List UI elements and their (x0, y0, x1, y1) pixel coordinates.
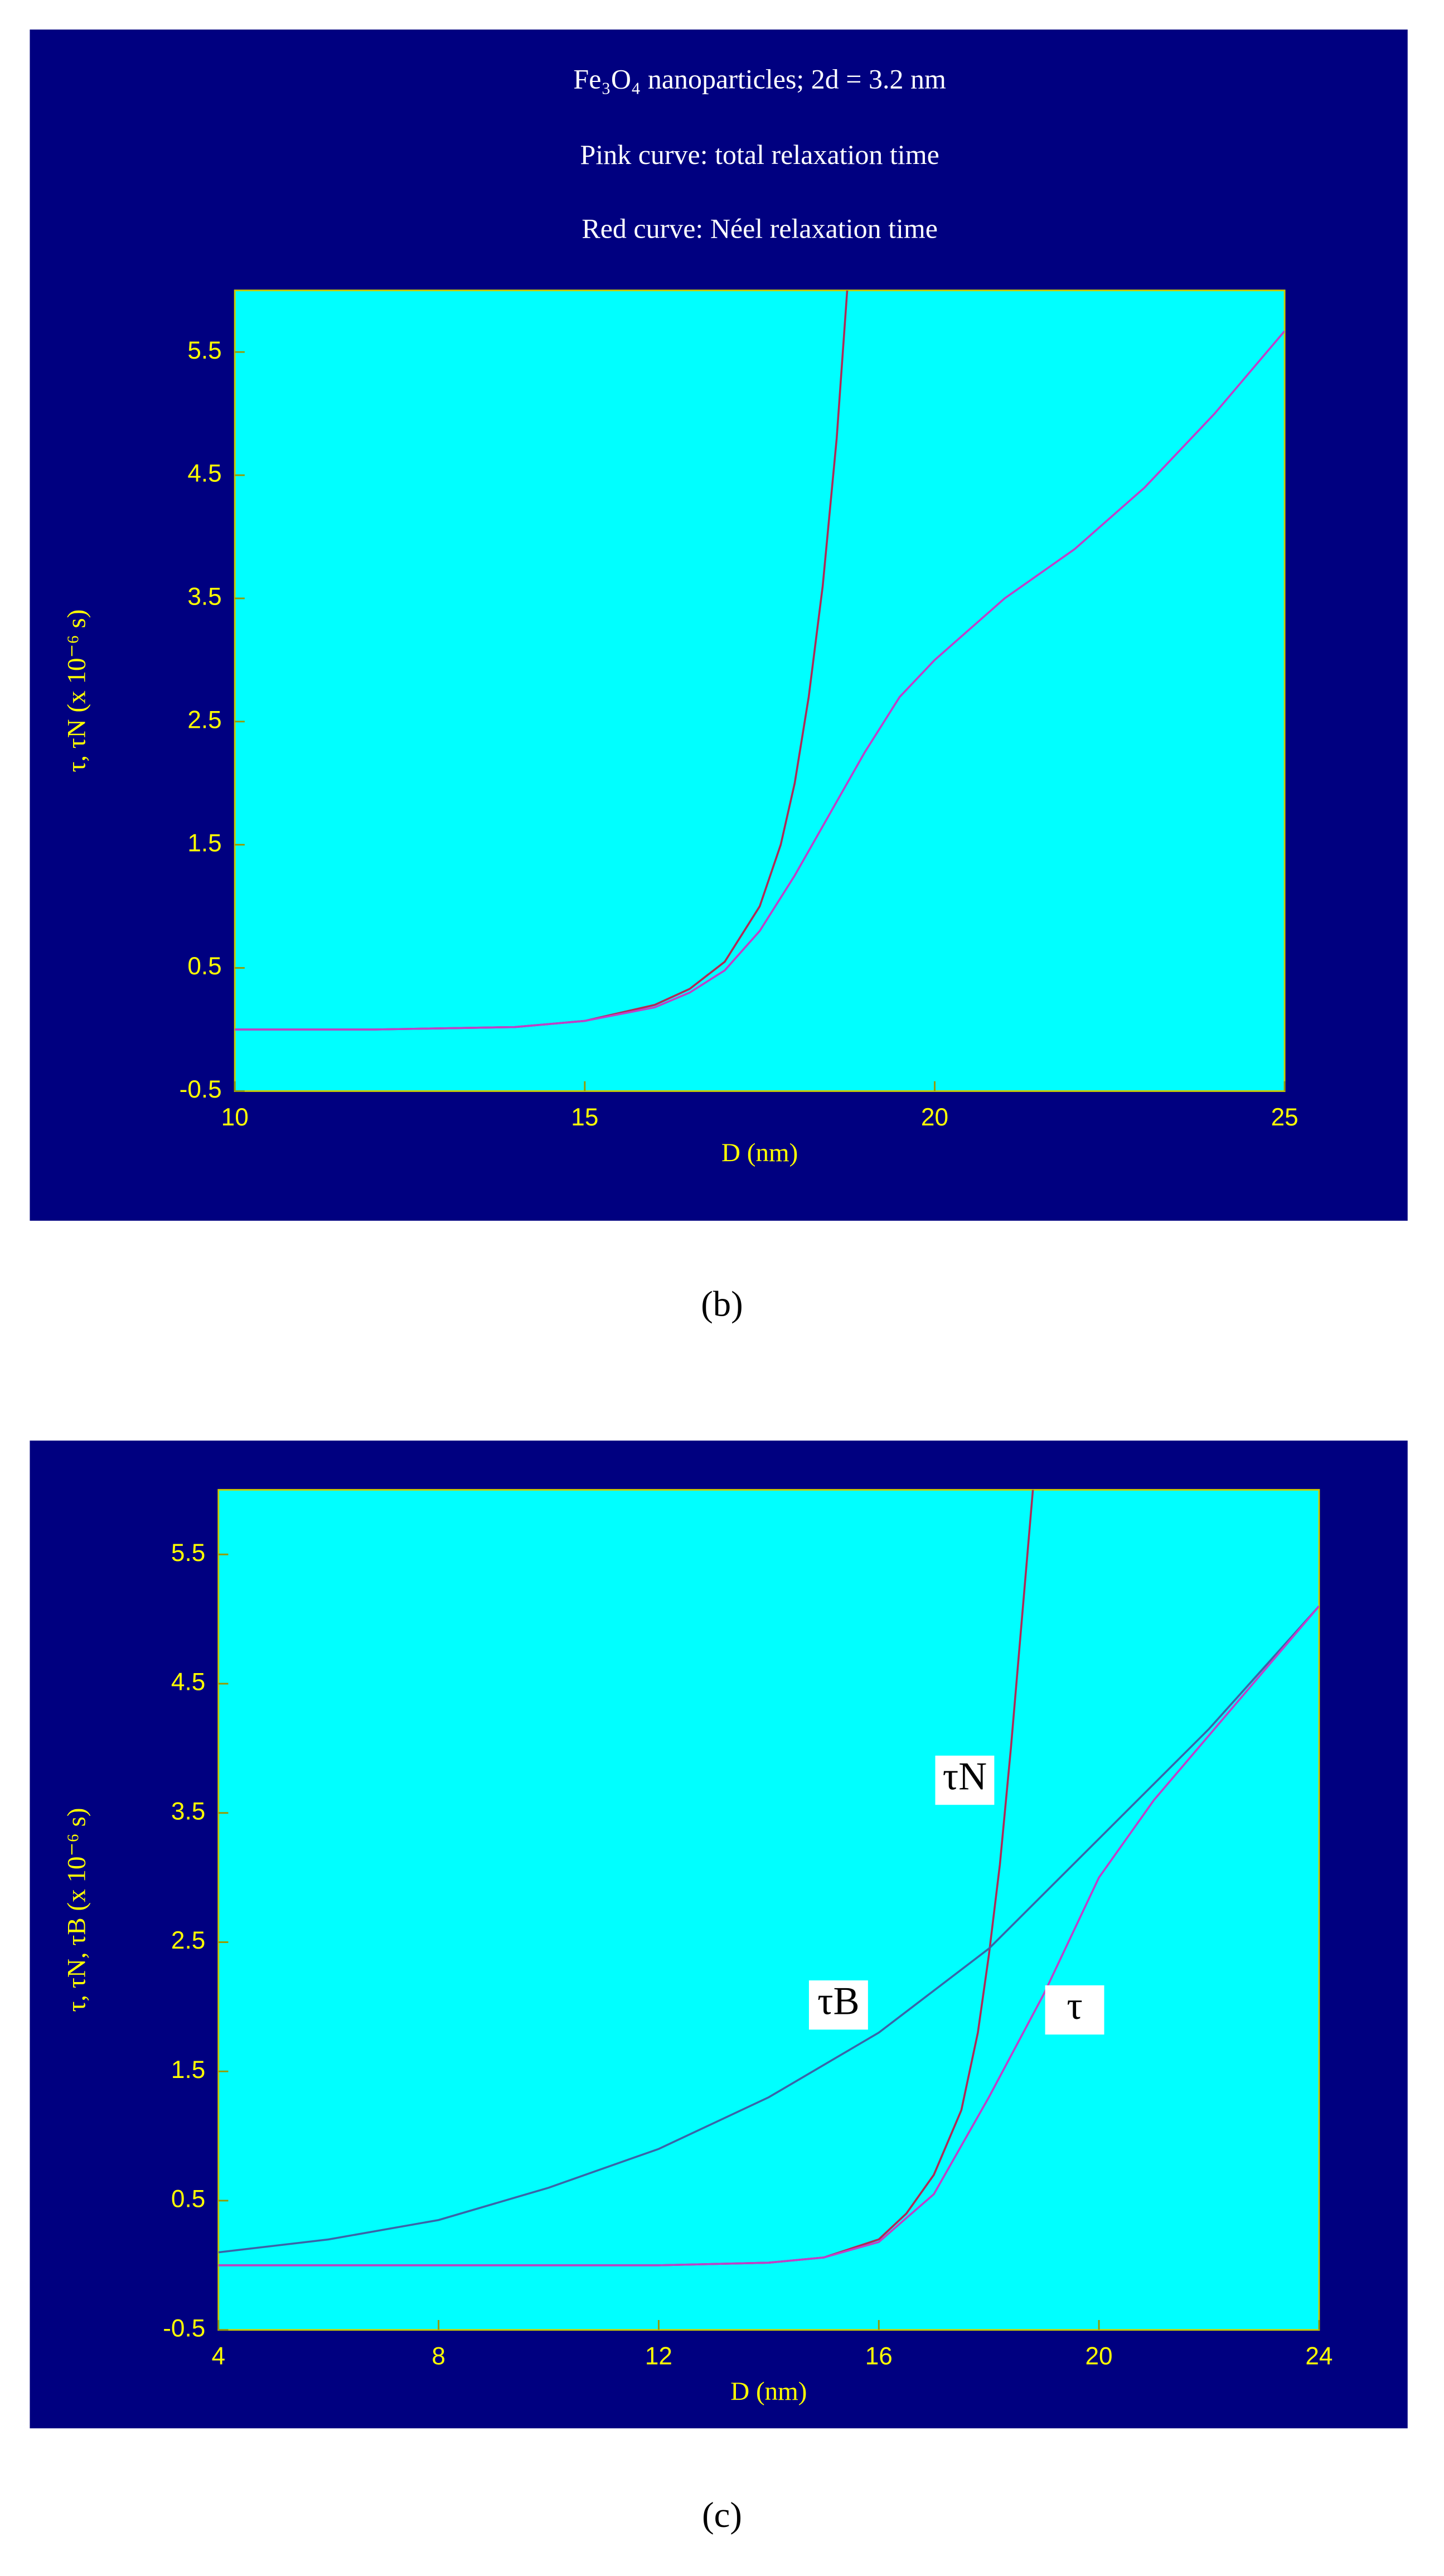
chart-subtitle: Red curve: Néel relaxation time (582, 212, 938, 244)
curve (218, 1605, 1319, 2254)
y-tick-label: 0.5 (171, 2186, 205, 2213)
curve (218, 1605, 1319, 2266)
x-tick-label: 20 (1086, 2342, 1113, 2370)
x-axis-label: D (nm) (721, 1138, 798, 1167)
curve-label: τN (943, 1755, 987, 1798)
y-axis-label: τ, τN, τB (x 10⁻⁶ s) (62, 1808, 91, 2012)
x-axis-label: D (nm) (730, 2377, 807, 2406)
x-tick-label: 8 (432, 2342, 445, 2370)
caption: (b) (701, 1284, 743, 1324)
plot-area (217, 1488, 1320, 2331)
x-tick-label: 10 (221, 1104, 249, 1131)
y-tick-label: 3.5 (171, 1797, 205, 1825)
plot-area (234, 289, 1286, 1092)
y-tick-label: 1.5 (171, 2056, 205, 2084)
caption: (c) (702, 2495, 742, 2535)
curve-label-box (1045, 1985, 1104, 2035)
y-tick-label: 4.5 (171, 1669, 205, 1696)
x-tick-label: 24 (1305, 2342, 1332, 2370)
curve-label-box (935, 1755, 995, 1805)
curve-label-box (808, 1980, 868, 2030)
chart-subtitle: Pink curve: total relaxation time (580, 139, 939, 170)
x-tick-label: 20 (921, 1104, 948, 1131)
x-tick-label: 25 (1271, 1104, 1298, 1131)
y-tick-label: 3.5 (187, 583, 221, 611)
y-tick-label: -0.5 (180, 1076, 222, 1103)
chart-title: Fe₃O₄ nanoparticles; 2d = 3.2 nm (573, 64, 946, 95)
curve-label: τ (1067, 1984, 1082, 2028)
y-tick-label: 2.5 (187, 706, 221, 733)
y-axis-label: τ, τN (x 10⁻⁶ s) (62, 610, 91, 772)
x-tick-label: 16 (865, 2342, 893, 2370)
curve-label: τB (817, 1979, 859, 2023)
y-tick-label: 5.5 (187, 337, 221, 364)
y-tick-label: 0.5 (187, 953, 221, 980)
curve (235, 330, 1285, 1031)
x-tick-label: 4 (212, 2342, 226, 2370)
y-tick-label: 2.5 (171, 1927, 205, 1954)
x-tick-label: 15 (571, 1104, 598, 1131)
y-tick-label: 5.5 (171, 1539, 205, 1567)
y-tick-label: 1.5 (187, 829, 221, 857)
y-tick-label: -0.5 (163, 2314, 205, 2342)
y-tick-label: 4.5 (187, 460, 221, 487)
x-tick-label: 12 (645, 2342, 672, 2370)
